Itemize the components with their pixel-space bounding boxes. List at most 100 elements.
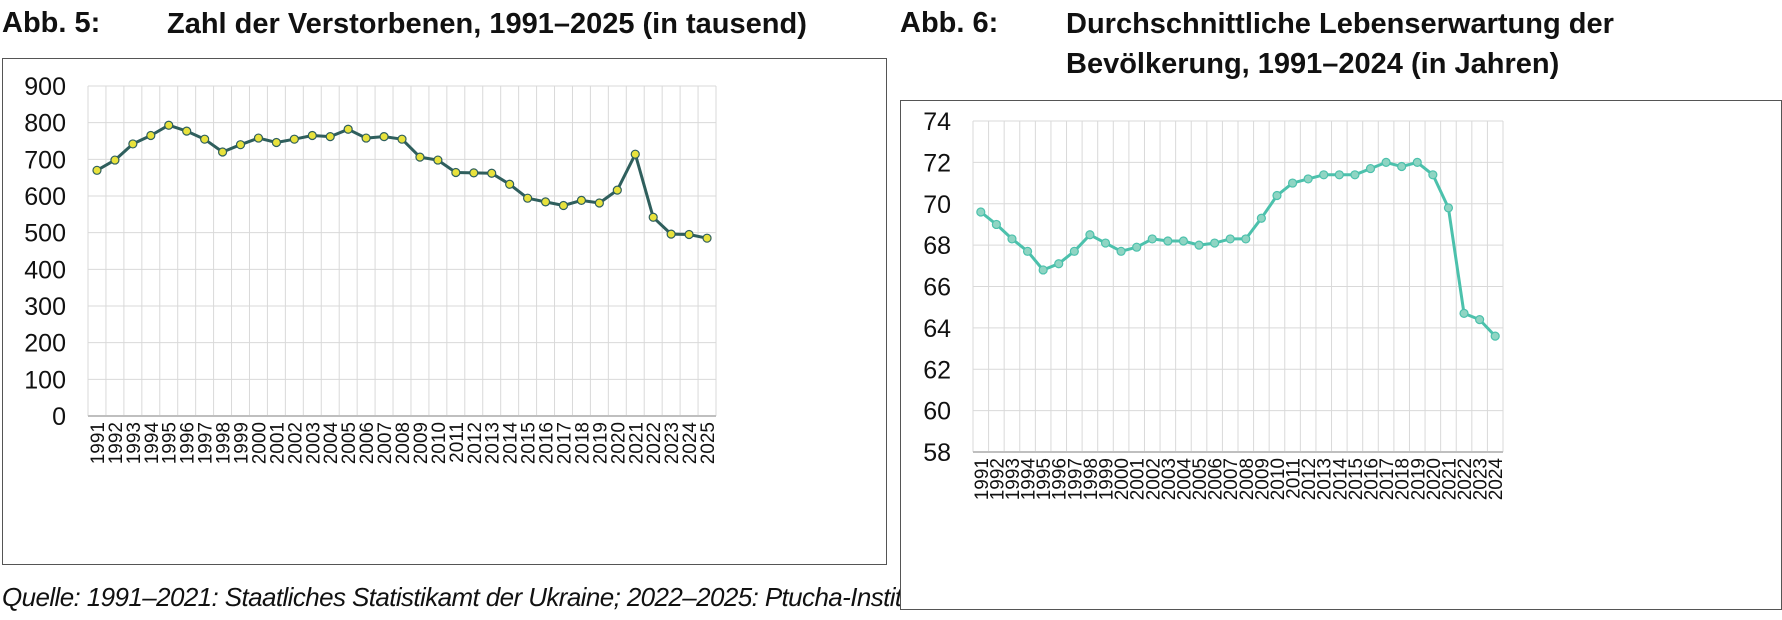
y-tick-label: 60 xyxy=(923,398,951,426)
data-point xyxy=(684,229,694,240)
x-tick-label: 2010 xyxy=(1268,458,1289,500)
y-tick-label: 400 xyxy=(24,256,66,284)
data-point xyxy=(1350,170,1360,180)
data-point xyxy=(1334,170,1344,180)
x-tick-label: 2016 xyxy=(537,422,558,464)
data-point xyxy=(1256,213,1266,223)
x-tick-label: 2005 xyxy=(339,422,360,464)
data-point xyxy=(146,130,156,141)
x-tick-label: 2015 xyxy=(519,422,540,464)
y-tick-label: 300 xyxy=(24,293,66,321)
data-point xyxy=(1365,163,1376,174)
y-tick-label: 600 xyxy=(24,183,66,211)
x-tick-label: 1998 xyxy=(214,422,235,464)
data-point xyxy=(164,120,174,130)
x-tick-label: 2013 xyxy=(483,422,504,464)
x-tick-label: 2012 xyxy=(465,422,486,464)
chart-title-right-line2: Bevölkerung, 1991–2024 (in Jahren) xyxy=(1066,48,1560,80)
data-point xyxy=(1428,170,1438,180)
x-tick-label: 1995 xyxy=(1034,458,1055,500)
data-point xyxy=(1381,157,1391,167)
x-tick-label: 2019 xyxy=(590,422,611,464)
data-point xyxy=(1178,236,1189,246)
x-tick-label: 2024 xyxy=(1486,458,1507,501)
x-tick-label: 2009 xyxy=(1252,458,1273,500)
y-tick-label: 74 xyxy=(923,108,951,136)
figure-label-left: Abb. 5: xyxy=(2,7,101,39)
x-tick-label: 2000 xyxy=(249,422,270,464)
data-point xyxy=(92,165,102,175)
x-tick-label: 2011 xyxy=(1284,458,1305,499)
x-tick-label: 2014 xyxy=(501,422,522,465)
x-tick-label: 1996 xyxy=(178,422,199,464)
x-tick-label: 2014 xyxy=(1330,458,1351,501)
chart-title-left: Zahl der Verstorbenen, 1991–2025 (in tau… xyxy=(167,8,807,40)
x-tick-label: 2021 xyxy=(626,422,647,464)
data-point xyxy=(1412,157,1422,167)
x-tick-label: 2002 xyxy=(285,422,306,464)
x-tick-label: 2009 xyxy=(411,422,432,464)
x-tick-label: 2002 xyxy=(1143,458,1164,500)
y-tick-label: 68 xyxy=(923,232,951,260)
y-tick-label: 100 xyxy=(24,366,66,394)
source-note: Quelle: 1991–2021: Staatliches Statistik… xyxy=(2,582,923,612)
x-tick-label: 1991 xyxy=(88,422,109,464)
data-point xyxy=(1132,242,1142,252)
data-point xyxy=(343,124,353,134)
x-tick-label: 2018 xyxy=(572,422,593,464)
x-tick-label: 1991 xyxy=(972,458,993,500)
chart-frame-right: 58 60 62 64 66 68 70 72 74 1991 1992 1993 1994 1995 19… xyxy=(900,100,1782,610)
data-point xyxy=(576,195,587,205)
x-tick-label: 2003 xyxy=(1159,458,1180,500)
x-tick-label: 2023 xyxy=(662,422,683,464)
x-tick-label: 1992 xyxy=(987,458,1008,500)
x-tick-label: 2006 xyxy=(357,422,378,464)
data-point xyxy=(469,168,479,178)
y-tick-label: 200 xyxy=(24,330,66,358)
x-tick-label: 2008 xyxy=(393,422,414,464)
x-tick-label: 2013 xyxy=(1315,458,1336,500)
y-tick-label: 500 xyxy=(24,220,66,248)
x-tick-label: 2008 xyxy=(1237,458,1258,500)
chart-title-right: Durchschnittliche Lebenserwartung der Be… xyxy=(1066,4,1766,84)
x-tick-label: 2022 xyxy=(1455,458,1476,500)
chart-life-expectancy: 5860626466687072741991199219931994199519… xyxy=(923,108,1507,501)
x-tick-label: 1993 xyxy=(124,422,145,464)
x-tick-label: 1998 xyxy=(1081,458,1102,500)
data-point xyxy=(1397,161,1407,172)
y-tick-label: 72 xyxy=(923,149,951,177)
x-tick-label: 2021 xyxy=(1439,458,1460,500)
data-point xyxy=(1443,203,1454,213)
x-tick-label: 2004 xyxy=(1174,458,1195,501)
data-point xyxy=(289,134,299,144)
x-tick-label: 2007 xyxy=(375,422,396,464)
x-tick-label: 1995 xyxy=(160,422,181,464)
x-tick-label: 2017 xyxy=(554,422,575,464)
y-tick-label: 800 xyxy=(24,110,66,138)
data-point xyxy=(361,133,371,143)
chart-title-right-line1: Durchschnittliche Lebenserwartung der xyxy=(1066,8,1614,40)
data-point xyxy=(1022,246,1033,256)
data-point xyxy=(307,130,317,141)
x-tick-label: 2005 xyxy=(1190,458,1211,500)
x-tick-label: 2016 xyxy=(1362,458,1383,500)
data-point xyxy=(666,229,676,239)
y-tick-label: 62 xyxy=(923,356,951,384)
data-point xyxy=(1194,240,1204,250)
data-point xyxy=(991,219,1001,230)
x-tick-label: 2024 xyxy=(680,422,701,465)
data-point xyxy=(110,155,120,165)
data-point xyxy=(1241,234,1251,244)
data-point xyxy=(433,155,443,165)
data-point xyxy=(1085,230,1095,240)
data-point xyxy=(451,167,461,178)
data-point xyxy=(1225,234,1235,244)
data-point xyxy=(1163,236,1173,246)
gridlines xyxy=(972,120,1504,453)
x-tick-label: 2006 xyxy=(1206,458,1227,500)
x-tick-label: 1999 xyxy=(232,422,253,464)
x-tick-label: 2004 xyxy=(321,422,342,465)
x-tick-label: 2007 xyxy=(1221,458,1242,500)
data-point xyxy=(522,193,533,203)
data-point xyxy=(1272,190,1282,201)
